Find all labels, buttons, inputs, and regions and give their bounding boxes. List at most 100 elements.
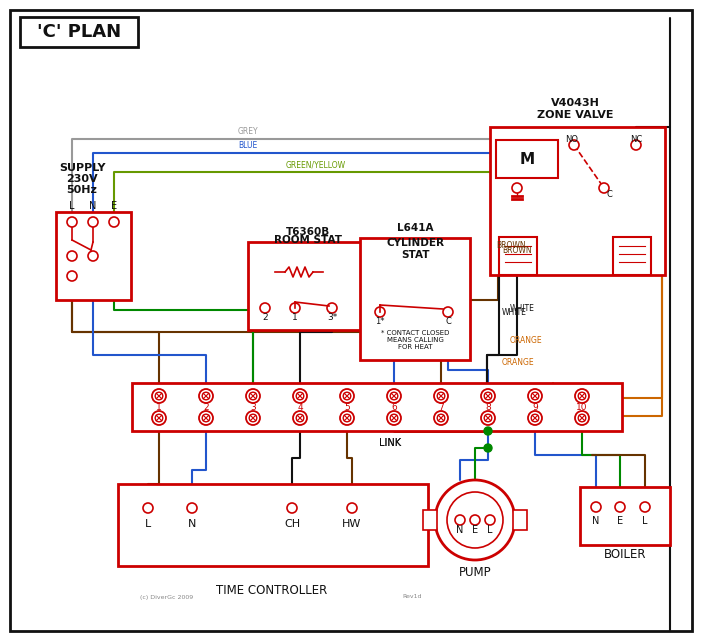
Text: WHITE: WHITE: [510, 303, 535, 313]
Text: GREEN/YELLOW: GREEN/YELLOW: [286, 160, 346, 169]
Circle shape: [455, 515, 465, 525]
Circle shape: [375, 307, 385, 317]
Circle shape: [434, 411, 448, 425]
Text: 2: 2: [203, 403, 208, 412]
Circle shape: [67, 271, 77, 281]
Circle shape: [575, 389, 589, 403]
Circle shape: [290, 303, 300, 313]
Text: E: E: [617, 516, 623, 526]
Text: ORANGE: ORANGE: [502, 358, 535, 367]
Circle shape: [293, 389, 307, 403]
Text: (c) DiverGc 2009: (c) DiverGc 2009: [140, 594, 193, 599]
Circle shape: [152, 389, 166, 403]
Bar: [499, 237, 537, 275]
Circle shape: [484, 392, 492, 400]
Text: N: N: [89, 201, 97, 211]
Text: 230V: 230V: [66, 174, 98, 184]
Circle shape: [484, 414, 492, 422]
Text: BOILER: BOILER: [604, 549, 647, 562]
Text: 50Hz: 50Hz: [67, 185, 98, 195]
Circle shape: [481, 411, 495, 425]
Text: 4: 4: [297, 403, 303, 412]
Bar: [56, 212, 131, 300]
Text: 2: 2: [262, 313, 267, 322]
Circle shape: [631, 140, 641, 150]
Text: 1: 1: [156, 403, 162, 412]
Text: E: E: [111, 201, 117, 211]
Circle shape: [485, 515, 495, 525]
Circle shape: [575, 411, 589, 425]
Circle shape: [67, 217, 77, 227]
Circle shape: [343, 414, 351, 422]
Text: GREY: GREY: [238, 127, 258, 136]
Text: C: C: [445, 317, 451, 326]
Circle shape: [578, 392, 585, 400]
Text: CH: CH: [284, 519, 300, 529]
Text: 1*: 1*: [376, 317, 385, 326]
Circle shape: [481, 389, 495, 403]
Bar: [118, 484, 428, 566]
Circle shape: [88, 251, 98, 261]
Text: BROWN: BROWN: [496, 240, 526, 249]
Circle shape: [109, 217, 119, 227]
Circle shape: [287, 503, 297, 513]
Text: BROWN: BROWN: [502, 246, 531, 254]
Circle shape: [615, 502, 625, 512]
Circle shape: [387, 411, 401, 425]
Text: L: L: [145, 519, 151, 529]
Text: C: C: [606, 190, 612, 199]
Circle shape: [187, 503, 197, 513]
Circle shape: [155, 414, 163, 422]
Circle shape: [528, 389, 542, 403]
Circle shape: [155, 392, 163, 400]
Circle shape: [296, 414, 304, 422]
Text: L: L: [69, 201, 74, 211]
Text: L: L: [642, 516, 648, 526]
Text: N: N: [188, 519, 196, 529]
Circle shape: [531, 414, 539, 422]
Text: NO: NO: [566, 135, 578, 144]
Bar: [496, 140, 558, 178]
Text: 3*: 3*: [327, 313, 337, 322]
Text: V4043H: V4043H: [550, 98, 600, 108]
Text: T6360B: T6360B: [286, 227, 330, 237]
Circle shape: [435, 480, 515, 560]
Text: * CONTACT CLOSED
MEANS CALLING
FOR HEAT: * CONTACT CLOSED MEANS CALLING FOR HEAT: [380, 330, 449, 350]
Circle shape: [340, 389, 354, 403]
Circle shape: [202, 392, 210, 400]
Text: L: L: [487, 525, 493, 535]
Bar: [248, 242, 368, 330]
Circle shape: [260, 303, 270, 313]
Circle shape: [531, 392, 539, 400]
Text: 6: 6: [391, 403, 397, 412]
Circle shape: [437, 414, 445, 422]
Circle shape: [640, 502, 650, 512]
Text: NC: NC: [630, 135, 642, 144]
Circle shape: [143, 503, 153, 513]
Circle shape: [88, 217, 98, 227]
Circle shape: [246, 411, 260, 425]
Circle shape: [199, 389, 213, 403]
Text: LINK: LINK: [379, 438, 401, 448]
Bar: [513, 510, 527, 530]
Circle shape: [296, 392, 304, 400]
Text: WHITE: WHITE: [502, 308, 527, 317]
Circle shape: [249, 414, 257, 422]
Circle shape: [434, 389, 448, 403]
Circle shape: [249, 392, 257, 400]
Circle shape: [199, 411, 213, 425]
Text: 3: 3: [250, 403, 256, 412]
Text: 7: 7: [438, 403, 444, 412]
Text: 1: 1: [292, 313, 298, 322]
Bar: [360, 238, 470, 360]
Text: L641A: L641A: [397, 223, 433, 233]
Bar: [423, 510, 437, 530]
Text: 'C' PLAN: 'C' PLAN: [37, 23, 121, 41]
Text: STAT: STAT: [401, 250, 429, 260]
Text: ZONE VALVE: ZONE VALVE: [537, 110, 614, 120]
Text: E: E: [472, 525, 478, 535]
Circle shape: [512, 183, 522, 193]
Text: 9: 9: [532, 403, 538, 412]
Bar: [613, 237, 651, 275]
Text: 5: 5: [344, 403, 350, 412]
